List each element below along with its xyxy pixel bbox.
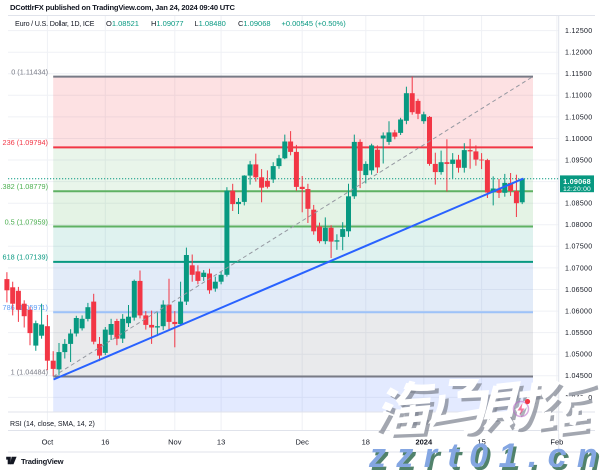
svg-text:.382 (1.08779): .382 (1.08779) [1,182,48,191]
svg-text:15: 15 [477,438,485,447]
svg-text:2024: 2024 [415,438,433,447]
svg-text:12:20:00: 12:20:00 [563,186,591,193]
svg-text:1.06000: 1.06000 [565,309,592,316]
svg-text:1.04500: 1.04500 [565,373,592,380]
svg-text:0 (1.11434): 0 (1.11434) [11,67,48,76]
svg-text:Euro / U.S. Dollar, 1D, ICE: Euro / U.S. Dollar, 1D, ICE [15,19,95,28]
svg-text:1.11500: 1.11500 [565,71,592,78]
svg-text:1.10500: 1.10500 [565,114,592,121]
svg-text:TradingView: TradingView [21,457,64,466]
svg-text:1.12500: 1.12500 [565,28,592,35]
svg-text:618 (1.07139): 618 (1.07139) [3,253,48,262]
svg-text:Feb: Feb [550,438,563,447]
svg-text:C1.09068: C1.09068 [238,19,271,28]
svg-text:1.09500: 1.09500 [565,157,592,164]
svg-text:18: 18 [362,438,370,447]
svg-text:L1.08480: L1.08480 [195,19,226,28]
svg-text:236 (1.09794): 236 (1.09794) [3,138,48,147]
svg-text:1.05500: 1.05500 [565,330,592,337]
svg-text:Oct: Oct [42,438,55,447]
svg-text:1.07500: 1.07500 [565,244,592,251]
svg-text:zzrt01.cn: zzrt01.cn [368,437,602,470]
svg-text:zzrt01.cn: zzrt01.cn [371,440,602,470]
svg-text:1.06500: 1.06500 [565,287,592,294]
svg-text:O1.08521: O1.08521 [106,19,139,28]
svg-text:+0.00545 (+0.50%): +0.00545 (+0.50%) [282,19,347,28]
svg-text:16: 16 [101,438,109,447]
svg-text:RSI (14, close, SMA, 14, 2): RSI (14, close, SMA, 14, 2) [10,421,95,428]
svg-text:DCottlrFX published on Trading: DCottlrFX published on TradingView.com, … [10,3,235,12]
svg-text:1.08500: 1.08500 [565,201,592,208]
svg-text:1.09068: 1.09068 [563,177,591,186]
svg-text:1.12000: 1.12000 [565,50,592,57]
svg-text:1.08000: 1.08000 [565,222,592,229]
svg-text:13: 13 [217,438,225,447]
svg-text:Nov: Nov [168,438,182,447]
svg-text:1.07000: 1.07000 [565,265,592,272]
svg-text:Dec: Dec [296,438,310,447]
svg-text:1.11000: 1.11000 [565,93,592,100]
svg-text:H1.09077: H1.09077 [151,19,184,28]
svg-text:1.10000: 1.10000 [565,136,592,143]
svg-text:1 (1.04484): 1 (1.04484) [11,367,48,376]
svg-text:0.5 (1.07959): 0.5 (1.07959) [5,217,48,226]
svg-text:1.05000: 1.05000 [565,352,592,359]
